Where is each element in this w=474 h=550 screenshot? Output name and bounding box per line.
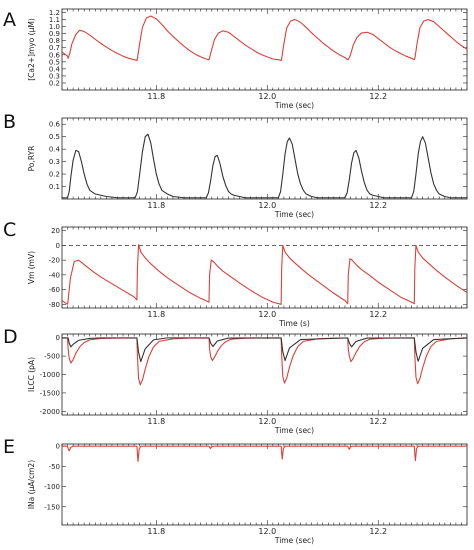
plot-frame [61,117,468,200]
y-tick-label: 0 [56,242,60,250]
x-axis-label: Time (sec) [274,426,314,435]
plot-frame [61,226,468,309]
y-tick-label: 0.9 [49,30,60,38]
y-tick-label: -20 [49,257,60,265]
panel-label: C [3,219,16,241]
x-axis-label: Time (sec) [274,536,314,545]
y-tick-label: 1.1 [49,16,60,24]
y-tick-label: 0.7 [49,44,60,52]
series-line-1 [62,337,467,386]
y-tick-label: -50 [49,463,60,471]
x-tick-label: 12.0 [258,201,276,210]
y-tick-label: 0 [56,334,60,342]
y-tick-label: 0.5 [49,58,60,66]
y-tick-label: 0.4 [49,65,61,73]
x-tick-label: 12.2 [369,310,387,319]
y-tick-label: 0.2 [49,79,60,87]
panel-label: A [3,9,16,31]
x-tick-label: 12.2 [369,92,387,101]
y-axis-label: Po,RYR [27,146,36,172]
x-axis-label: Time (s) [278,319,310,328]
panel-label: D [3,326,18,348]
x-tick-label: 12.0 [258,527,276,536]
y-tick-label: -60 [49,286,60,294]
plot-frame [61,8,468,91]
y-tick-label: 0.6 [49,51,61,59]
series-line-2 [62,337,467,363]
x-tick-label: 12.2 [369,417,387,426]
x-tick-label: 12.0 [258,310,276,319]
y-tick-label: 1.2 [49,9,60,17]
y-axis-label: [Ca2+]myo (μM) [27,18,36,81]
y-tick-label: -1500 [40,389,60,397]
y-tick-label: 0 [56,443,60,451]
x-axis-label: Time (sec) [274,210,314,219]
panel-b: B 0.1 0.2 0.3 0.4 0.5 0.6 11.8 12.0 12.2 Time (sec… [3,111,468,219]
plot-frame [61,333,468,416]
y-tick-label: -100 [44,483,60,491]
series-line-1 [62,133,467,199]
y-tick-label: -500 [44,353,60,361]
y-axis-label: INa (μA/cm2) [27,460,36,509]
y-axis-label: Vm (mV) [27,251,36,284]
y-tick-label: -150 [44,503,60,511]
y-tick-label: 0.3 [49,158,60,166]
series-line-1 [62,244,467,305]
y-tick-label: 0.3 [49,72,60,80]
panel-c: C -80 -60 -40 -20 0 20 11.8 12.0 12.2 Time (s) Vm (… [3,219,468,328]
x-tick-label: 11.8 [147,527,165,536]
series-line-1 [62,15,467,61]
panel-label: E [3,436,15,458]
panel-label: B [3,111,16,133]
y-tick-label: 20 [51,227,60,235]
y-tick-label: 0.1 [49,183,60,191]
x-axis-label: Time (sec) [274,101,314,110]
y-tick-label: -2000 [40,408,60,416]
panel-a: A 0.20.30.40.50.60.70.80.91.01.11.2 11.8 12… [3,8,468,110]
y-tick-label: 0.2 [49,171,60,179]
x-tick-label: 11.8 [147,417,165,426]
y-tick-label: -40 [49,271,60,279]
y-tick-label: -1000 [40,371,60,379]
y-tick-label: 0.4 [49,146,61,154]
x-tick-label: 12.0 [258,92,276,101]
y-tick-label: 0.6 [49,121,61,129]
plot-frame [61,443,468,526]
x-tick-label: 12.2 [369,201,387,210]
panel-e: E -150 -100 -50 0 11.8 12.0 12.2 Time (sec) INa (… [3,436,468,545]
y-tick-label: 0.8 [49,37,60,45]
y-tick-label: 1.0 [49,23,60,31]
y-axis-label: ILCC (pA) [27,357,36,392]
x-tick-label: 12.2 [369,527,387,536]
x-tick-label: 12.0 [258,417,276,426]
x-tick-label: 11.8 [147,92,165,101]
y-tick-label: 0.5 [49,133,60,141]
panel-d: D -2000 -1500 -1000 -500 0 11.8 12.0 12.2 Time (s… [3,326,468,435]
x-tick-label: 11.8 [147,310,165,319]
y-tick-label: -80 [49,301,60,309]
series-line-1 [62,445,467,462]
x-tick-label: 11.8 [147,201,165,210]
